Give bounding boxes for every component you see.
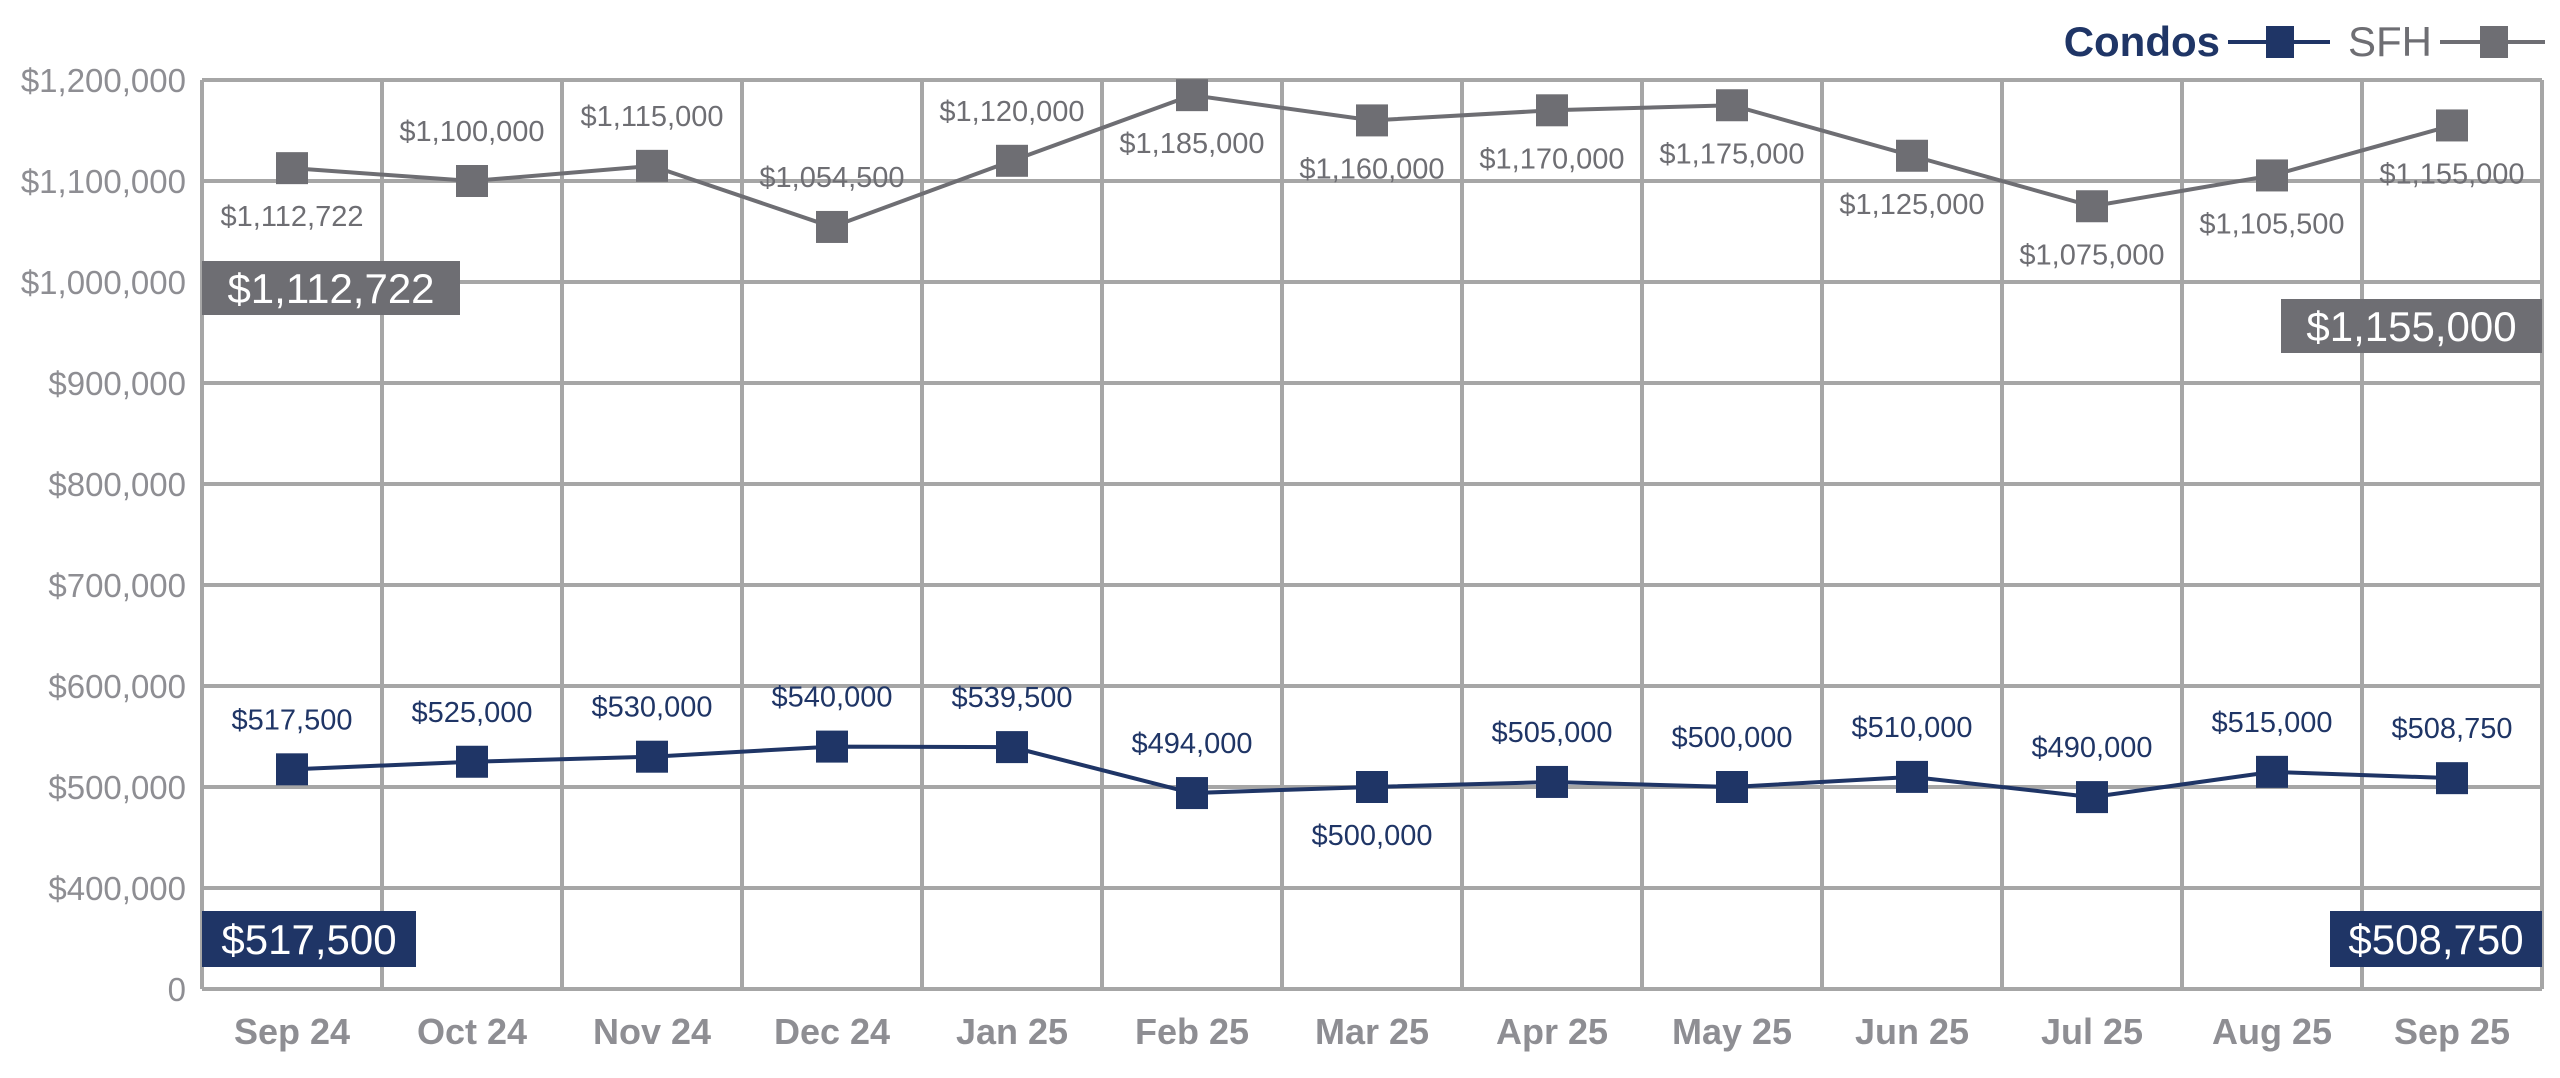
data-point-sfh [1356,104,1388,137]
callouts: $1,112,722 $1,155,000 $517,500 $508,750 [202,261,2542,967]
data-point-sfh [456,165,488,197]
data-point-condos [1896,760,1928,793]
data-point-condos [1536,765,1568,798]
data-label: $1,175,000 [1659,138,1804,170]
data-point-condos [636,740,668,773]
data-label: $1,105,500 [2199,208,2344,240]
data-label: $1,100,000 [399,116,544,148]
y-axis: $1,200,000 $1,100,000 $1,000,000 $900,000 $8… [21,62,186,1008]
legend: Condos SFH [2064,18,2545,65]
data-point-sfh [996,144,1028,177]
callout-box [202,261,460,315]
y-tick-label: $1,000,000 [21,264,186,301]
data-label: $508,750 [2392,713,2513,745]
y-tick-label: $400,000 [48,870,186,907]
y-tick-label: $1,200,000 [21,62,186,99]
data-label: $1,115,000 [581,101,724,133]
y-tick-label: $900,000 [48,365,186,402]
callout-box [2330,911,2542,967]
data-point-sfh [1536,94,1568,127]
data-label: $1,170,000 [1479,143,1624,175]
x-tick-label: Oct 24 [417,1011,527,1052]
series-layer [276,79,2468,814]
x-tick-label: Nov 24 [593,1011,711,1052]
data-point-condos [996,731,1028,764]
legend-condos-label: Condos [2064,18,2220,65]
callout-value: $517,500 [221,916,396,963]
data-point-condos [816,730,848,763]
data-point-sfh [2256,159,2288,192]
x-tick-label: Mar 25 [1315,1011,1429,1052]
data-label: $515,000 [2212,707,2333,739]
data-label: $1,160,000 [1299,153,1444,185]
data-label: $525,000 [412,697,533,729]
data-point-sfh [1176,79,1208,112]
callout-value: $508,750 [2348,916,2523,963]
grid [200,78,2544,991]
x-tick-label: Jun 25 [1855,1011,1969,1052]
legend-condos-marker [2266,26,2294,58]
x-tick-label: Sep 24 [234,1011,350,1052]
data-labels: $517,500 $525,000 $530,000 $540,000 $539,500… [221,96,2525,852]
x-tick-label: Aug 25 [2212,1011,2332,1052]
data-point-condos [1176,777,1208,810]
callout-box [202,911,416,967]
x-tick-label: Dec 24 [774,1011,890,1052]
data-point-condos [1356,771,1388,803]
data-point-condos [456,745,488,778]
y-tick-label: $600,000 [48,668,186,705]
y-tick-label: $800,000 [48,466,186,503]
data-point-sfh [2436,109,2468,142]
data-label: $500,000 [1672,722,1793,754]
data-point-sfh [816,210,848,243]
data-point-condos [2076,781,2108,814]
data-point-sfh [636,149,668,182]
data-label: $530,000 [592,692,713,724]
data-label: $505,000 [1492,717,1613,749]
callout-value: $1,112,722 [227,265,434,312]
y-tick-label: $700,000 [48,567,186,604]
x-tick-label: Apr 25 [1496,1011,1608,1052]
data-label: $539,500 [952,682,1073,714]
data-point-sfh [276,152,308,185]
x-tick-label: Jan 25 [956,1011,1068,1052]
data-label: $490,000 [2032,732,2153,764]
data-label: $510,000 [1852,712,1973,744]
data-point-condos [276,753,308,786]
data-point-condos [2256,755,2288,788]
y-tick-label: $1,100,000 [21,163,186,200]
data-point-sfh [1716,89,1748,122]
x-tick-label: Feb 25 [1135,1011,1249,1052]
data-point-sfh [1896,139,1928,172]
data-label: $1,075,000 [2019,239,2164,271]
callout-box [2281,299,2542,353]
y-tick-label: $500,000 [48,769,186,806]
data-label: $1,112,722 [221,201,364,233]
data-label: $540,000 [772,682,893,714]
data-point-condos [1716,771,1748,803]
data-label: $517,500 [232,704,353,736]
data-label: $1,185,000 [1119,128,1264,160]
data-label: $500,000 [1312,820,1433,852]
y-tick-label: 0 [168,971,186,1008]
x-tick-label: Jul 25 [2041,1011,2143,1052]
callout-value: $1,155,000 [2306,303,2516,350]
legend-sfh-marker [2480,26,2508,58]
x-tick-label: May 25 [1672,1011,1792,1052]
x-axis: Sep 24 Oct 24 Nov 24 Dec 24 Jan 25 Feb 25 Mar … [234,1011,2510,1052]
legend-sfh-label: SFH [2348,18,2432,65]
data-point-sfh [2076,190,2108,223]
data-label: $494,000 [1132,728,1253,760]
data-label: $1,155,000 [2379,158,2524,190]
data-label: $1,054,500 [759,162,904,194]
data-label: $1,120,000 [939,96,1084,128]
x-tick-label: Sep 25 [2394,1011,2510,1052]
data-point-condos [2436,762,2468,795]
data-label: $1,125,000 [1839,189,1984,221]
